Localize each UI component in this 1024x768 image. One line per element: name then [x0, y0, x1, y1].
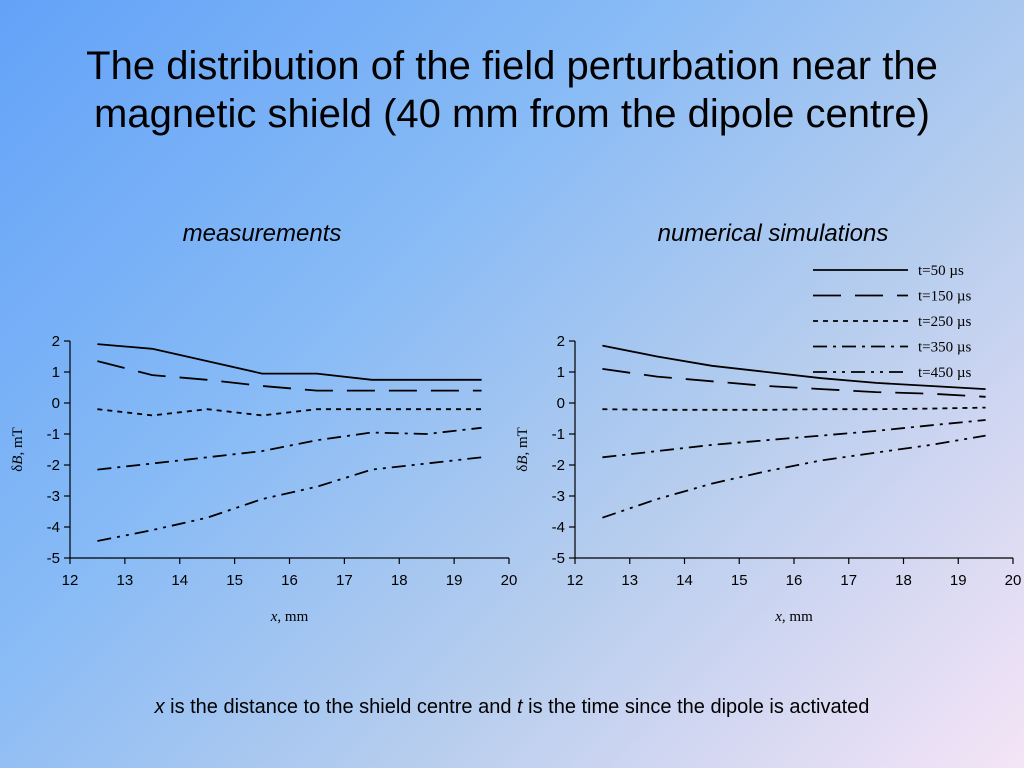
caption: x is the distance to the shield centre a… — [0, 696, 1024, 719]
x-tick-label: 18 — [391, 572, 408, 589]
caption-end: is the time since the dipole is activate… — [522, 696, 870, 718]
series-line-0 — [602, 344, 986, 390]
x-tick-label: 15 — [226, 572, 243, 589]
chart-0: 2 1 0 -1 -2 -3 -4 -512 13 14 15 16 17 18 19 20 x, mm δB, … — [10, 333, 517, 625]
x-tick-label: 12 — [567, 572, 584, 589]
series-line-1 — [602, 368, 986, 398]
x-tick-label: 17 — [840, 572, 857, 589]
y-tick-label: -3 — [552, 488, 565, 505]
y-tick-label: 0 — [52, 395, 60, 412]
x-tick-label: 20 — [501, 572, 518, 589]
x-tick-label: 16 — [786, 572, 803, 589]
y-tick-label: -5 — [552, 550, 565, 567]
caption-mid: is the distance to the shield centre and — [164, 696, 518, 718]
series-line-4 — [97, 456, 482, 542]
series-line-3 — [602, 419, 986, 459]
title-line-1: The distribution of the field perturbati… — [86, 44, 938, 88]
x-tick-label: 12 — [62, 572, 79, 589]
caption-var-t: t — [517, 696, 523, 718]
y-tick-label: -3 — [47, 488, 60, 505]
x-tick-label: 16 — [281, 572, 298, 589]
series-line-4 — [602, 434, 986, 519]
legend-label-2: t=250 µs — [918, 314, 972, 330]
y-tick-label: -1 — [552, 426, 565, 443]
y-tick-label: 1 — [52, 364, 60, 381]
legend-label-3: t=350 µs — [918, 340, 972, 356]
x-tick-label: 13 — [117, 572, 134, 589]
x-tick-label: 19 — [446, 572, 463, 589]
y-tick-label: -4 — [47, 519, 60, 536]
slide-title: The distribution of the field perturbati… — [0, 42, 1024, 138]
y-axis-label: δB, mT — [10, 427, 26, 472]
y-tick-label: -2 — [552, 457, 565, 474]
y-tick-label: -4 — [552, 519, 565, 536]
series-line-2 — [602, 406, 986, 411]
x-axis-label: x, mm — [774, 609, 813, 625]
y-tick-label: 0 — [557, 395, 565, 412]
x-tick-label: 20 — [1005, 572, 1022, 589]
series-line-0 — [97, 343, 482, 381]
x-tick-label: 15 — [731, 572, 748, 589]
legend-label-4: t=450 µs — [918, 365, 972, 381]
x-tick-label: 17 — [336, 572, 353, 589]
chart-title-simulations: numerical simulations — [657, 220, 889, 247]
y-tick-label: -5 — [47, 550, 60, 567]
series-line-1 — [97, 360, 482, 392]
caption-var-x: x — [154, 696, 165, 718]
y-tick-label: -1 — [47, 426, 60, 443]
series-line-2 — [97, 408, 482, 417]
legend: t=50 µs t=150 µs t=250 µs t=350 µs t=450 µs — [813, 263, 972, 381]
chart-1: 2 1 0 -1 -2 -3 -4 -512 13 14 15 16 17 18 19 20 x, mm δB, … — [515, 333, 1021, 625]
x-tick-label: 14 — [171, 572, 188, 589]
y-tick-label: 1 — [557, 364, 565, 381]
y-tick-label: 2 — [52, 333, 60, 350]
legend-label-0: t=50 µs — [918, 263, 964, 279]
x-tick-label: 18 — [895, 572, 912, 589]
y-tick-label: 2 — [557, 333, 565, 350]
x-axis-label: x, mm — [270, 609, 309, 625]
legend-label-1: t=150 µs — [918, 289, 972, 305]
x-tick-label: 14 — [676, 572, 693, 589]
y-axis-label: δB, mT — [515, 427, 531, 472]
title-line-2: magnetic shield (40 mm from the dipole c… — [94, 92, 930, 136]
series-line-3 — [97, 426, 482, 471]
x-tick-label: 19 — [950, 572, 967, 589]
y-tick-label: -2 — [47, 457, 60, 474]
x-tick-label: 13 — [621, 572, 638, 589]
chart-title-measurements: measurements — [182, 220, 342, 247]
